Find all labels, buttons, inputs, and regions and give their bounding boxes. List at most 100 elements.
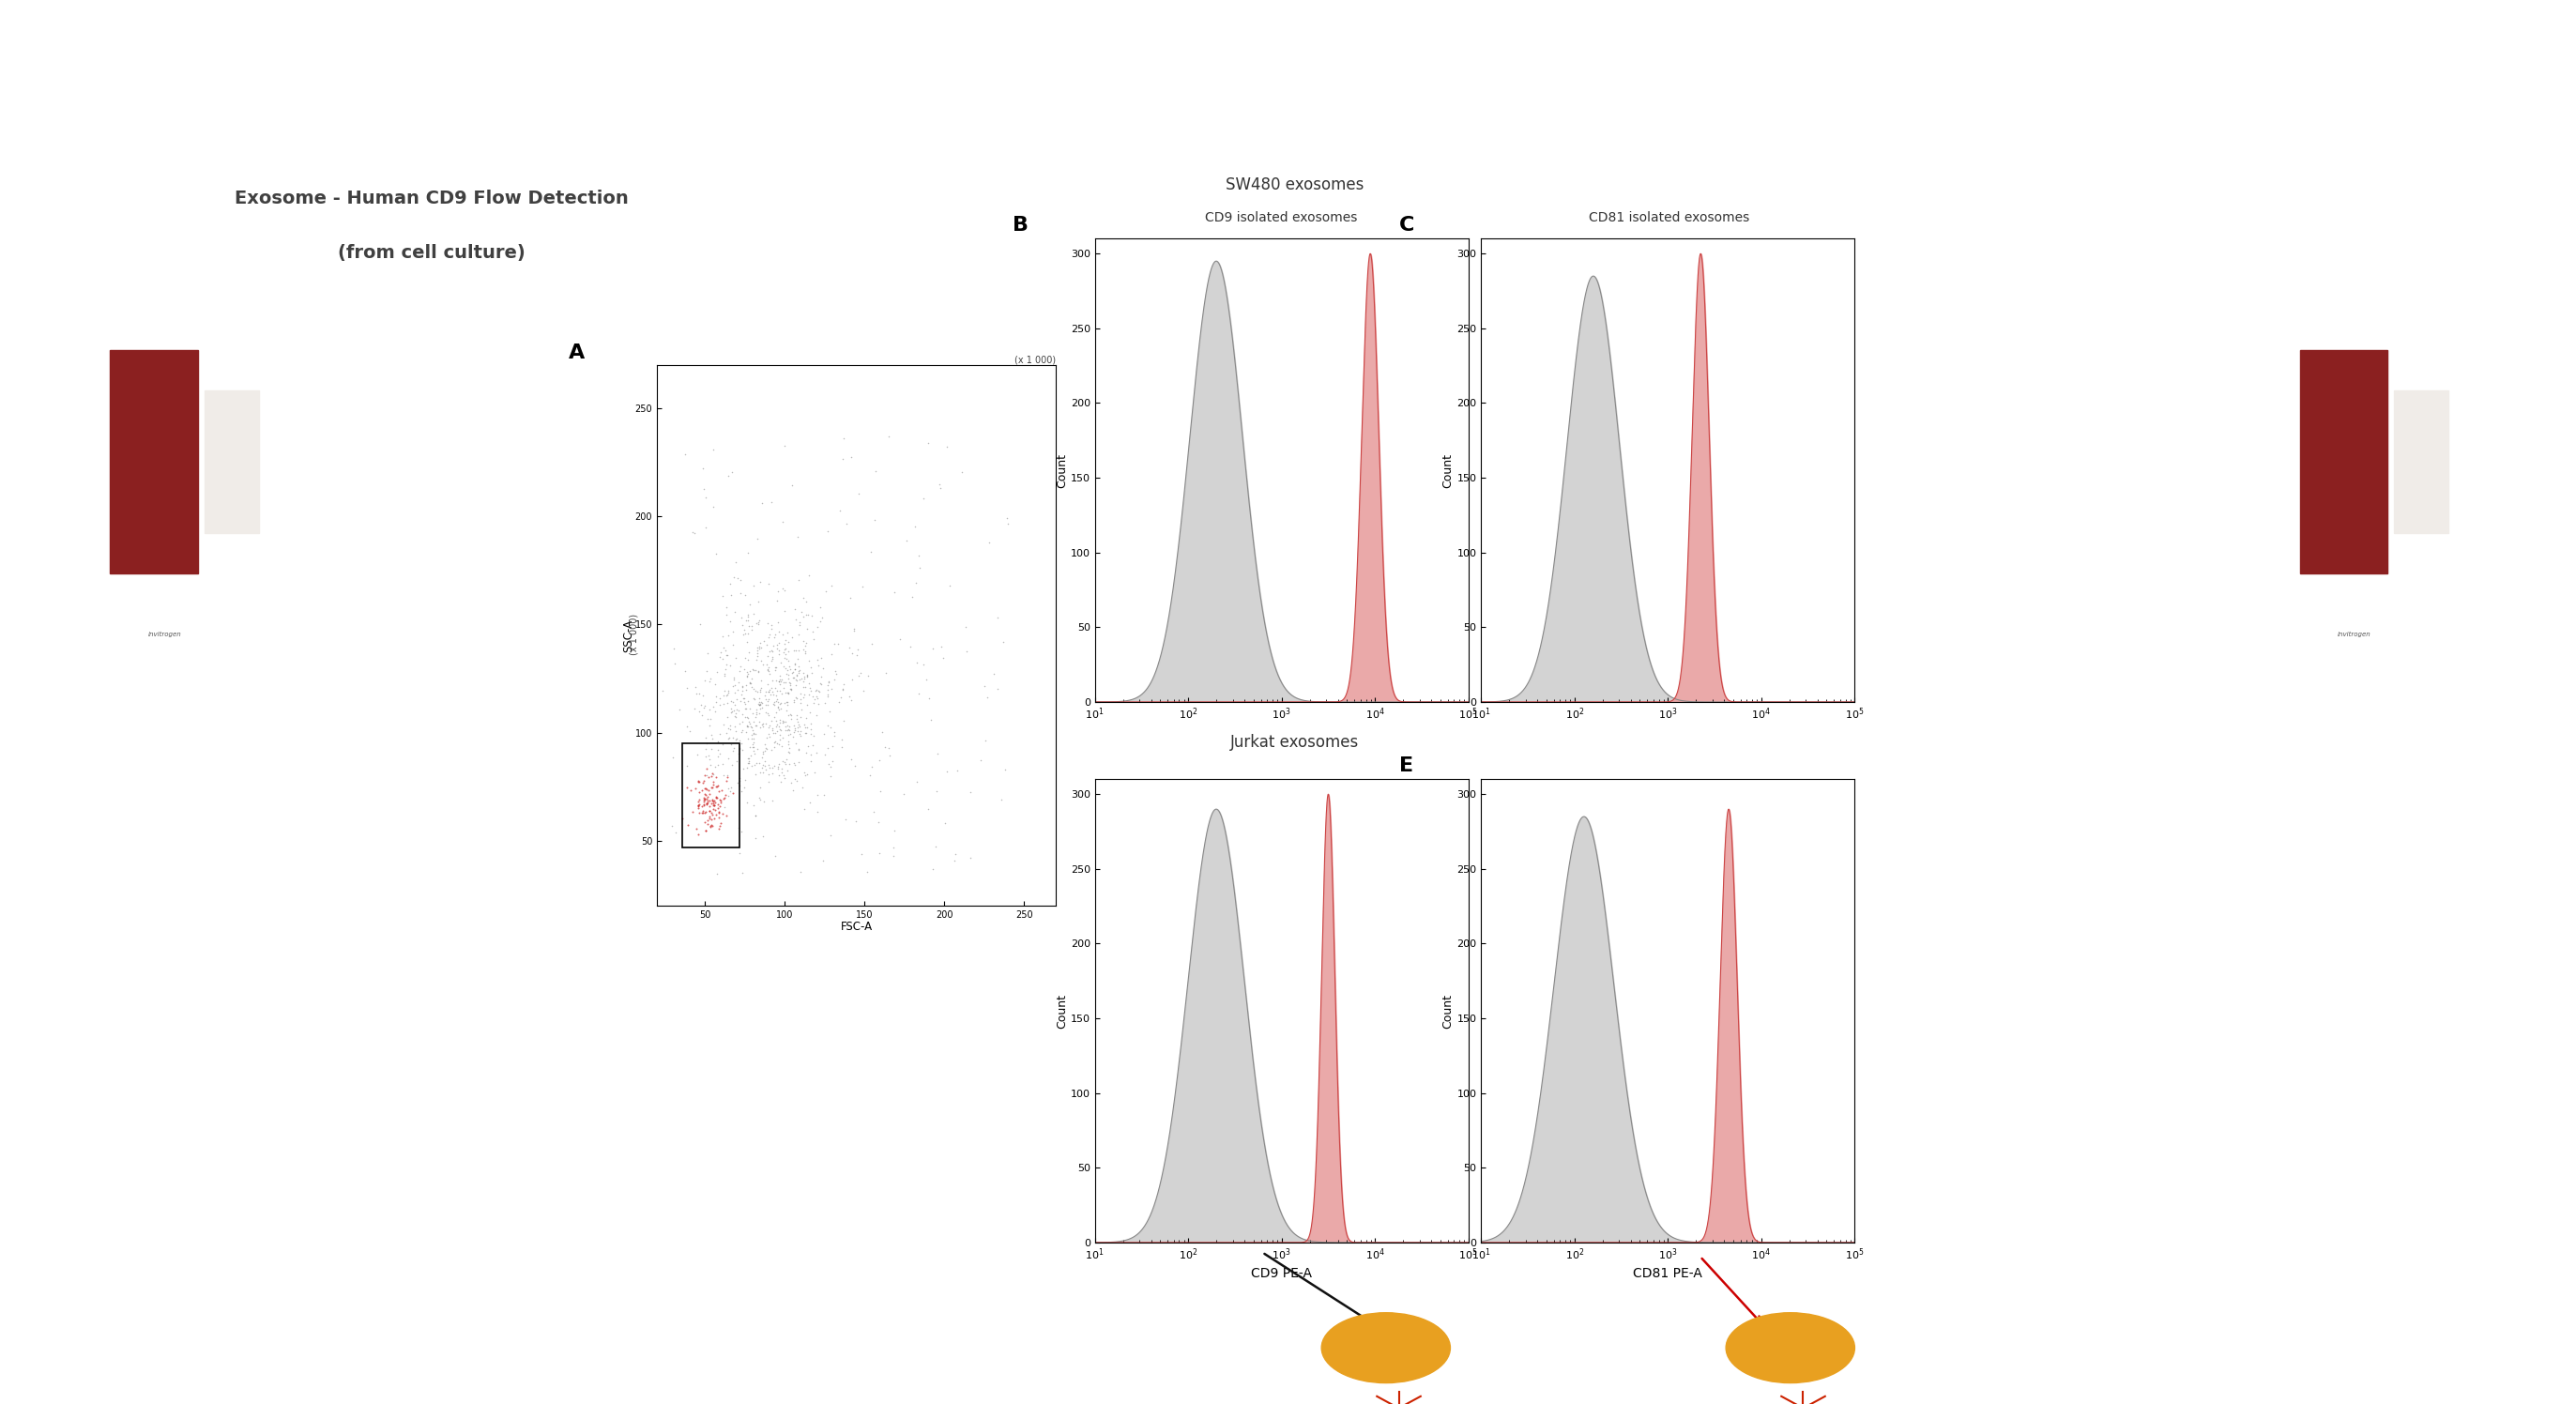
Point: [734, 804, 775, 827]
Point: [701, 743, 742, 765]
Point: [791, 605, 832, 628]
Point: [773, 667, 814, 689]
Point: [652, 814, 693, 837]
Point: [665, 444, 706, 466]
Point: [832, 689, 873, 712]
Point: [685, 800, 726, 823]
Point: [690, 813, 732, 835]
Point: [775, 664, 817, 687]
Point: [768, 730, 809, 753]
Point: [719, 775, 760, 797]
Point: [951, 781, 992, 803]
Point: [706, 644, 747, 667]
Point: [711, 717, 752, 740]
Point: [775, 708, 817, 730]
Text: Jurkat exosomes: Jurkat exosomes: [1231, 734, 1360, 751]
Point: [714, 715, 755, 737]
Point: [677, 788, 719, 810]
Point: [809, 716, 850, 739]
Point: [719, 671, 760, 694]
Point: [737, 739, 778, 761]
Point: [701, 812, 742, 834]
Point: [894, 515, 935, 538]
Point: [729, 671, 770, 694]
Point: [672, 800, 714, 823]
Point: [706, 783, 747, 806]
Point: [760, 723, 801, 746]
Point: [693, 438, 734, 461]
Point: [822, 729, 863, 751]
Point: [696, 660, 737, 682]
Point: [690, 776, 732, 799]
Point: [698, 694, 739, 716]
Point: [742, 696, 783, 719]
Point: [690, 800, 732, 823]
Point: [706, 769, 747, 792]
Point: [945, 640, 987, 663]
Point: [783, 684, 824, 706]
Point: [778, 713, 819, 736]
Point: [768, 671, 809, 694]
Point: [747, 657, 788, 680]
Point: [860, 779, 902, 802]
Point: [791, 680, 832, 702]
Point: [811, 678, 853, 701]
Point: [940, 462, 981, 484]
Point: [714, 667, 755, 689]
Point: [685, 810, 726, 833]
Point: [791, 723, 832, 746]
Point: [799, 694, 840, 716]
Point: [809, 824, 850, 847]
Point: [791, 717, 832, 740]
Point: [770, 741, 811, 764]
Point: [755, 626, 796, 649]
Point: [762, 600, 804, 622]
Point: [747, 653, 788, 675]
Point: [737, 660, 778, 682]
Point: [783, 761, 824, 783]
Point: [662, 807, 703, 830]
Point: [665, 660, 706, 682]
Point: [685, 758, 726, 781]
Point: [729, 747, 770, 769]
Point: [781, 682, 822, 705]
Point: [696, 767, 737, 789]
Point: [683, 685, 724, 708]
Point: [783, 687, 824, 709]
Point: [683, 769, 724, 792]
Point: [765, 637, 806, 660]
Point: [778, 720, 819, 743]
Point: [719, 841, 760, 863]
Point: [762, 750, 804, 772]
Point: [796, 800, 837, 823]
Point: [765, 748, 806, 771]
Point: [721, 781, 762, 803]
Point: [775, 653, 817, 675]
Point: [912, 637, 953, 660]
Point: [786, 665, 827, 688]
Point: [693, 695, 734, 717]
Point: [714, 691, 755, 713]
Point: [768, 682, 809, 705]
Point: [698, 730, 739, 753]
Point: [732, 677, 773, 699]
Point: [724, 698, 765, 720]
Point: [775, 731, 817, 754]
Point: [693, 789, 734, 812]
Point: [765, 681, 806, 703]
Point: [714, 726, 755, 748]
Point: [806, 519, 848, 542]
Point: [690, 807, 732, 830]
Point: [801, 607, 842, 629]
Point: [760, 664, 801, 687]
Point: [896, 771, 938, 793]
Point: [757, 695, 799, 717]
Point: [775, 754, 817, 776]
Point: [742, 757, 783, 779]
Point: [814, 722, 855, 744]
Text: Exosome – Human CD81 Flow Detection: Exosome – Human CD81 Flow Detection: [1587, 190, 1994, 208]
Point: [693, 795, 734, 817]
Point: [683, 793, 724, 816]
Point: [801, 673, 842, 695]
Point: [791, 792, 832, 814]
